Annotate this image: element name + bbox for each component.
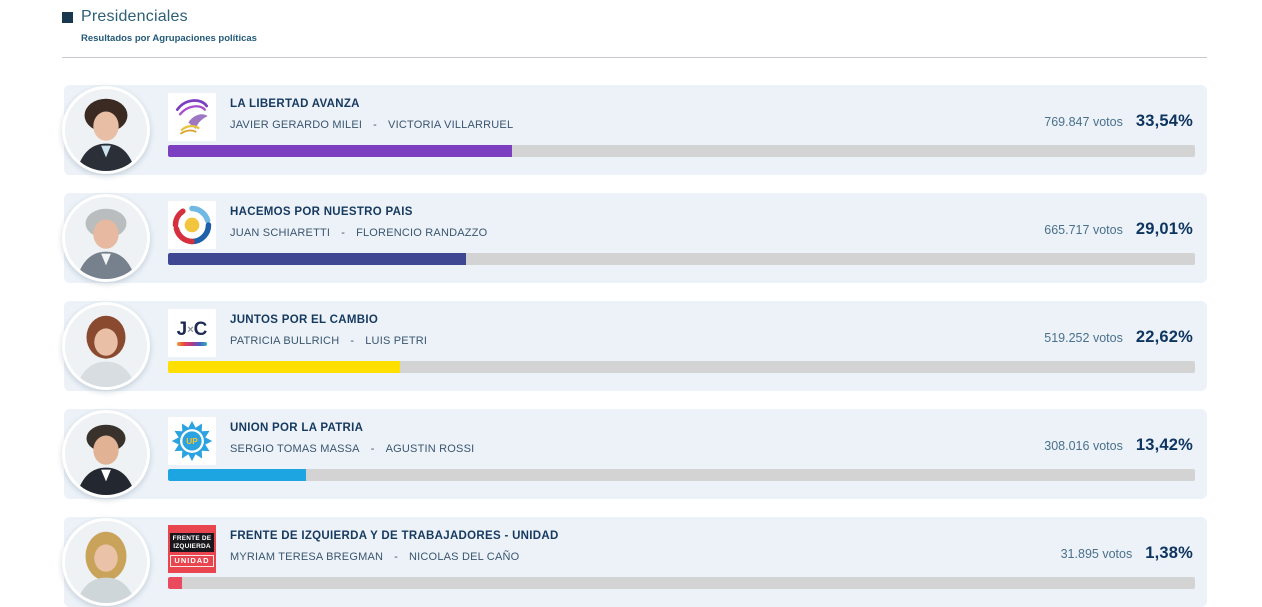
result-bar-fill [168, 361, 401, 373]
candidate-vice: NICOLAS DEL CAÑO [409, 551, 520, 563]
up-logo-text: UP [186, 437, 198, 446]
candidate-vice: VICTORIA VILLARRUEL [388, 119, 514, 131]
result-bar-fill [168, 253, 466, 265]
votes-count: 31.895 votos [1060, 547, 1133, 561]
lla-eagle-logo [168, 93, 216, 141]
candidate-photo-bullrich [62, 302, 150, 390]
party-name: FRENTE DE IZQUIERDA Y DE TRABAJADORES - … [230, 530, 559, 542]
result-row-union-por-la-patria[interactable]: UP UNION POR LA PATRIA SERGIO TOMAS MASS… [62, 409, 1207, 499]
candidate-vice: LUIS PETRI [365, 335, 428, 347]
fit-logo-unidad: UNIDAD [170, 554, 214, 567]
fit-unidad-logo: FRENTE DE IZQUIERDA UNIDAD [168, 525, 216, 573]
votes-block: 665.717 votos 29,01% [1044, 220, 1193, 239]
header-divider [62, 57, 1207, 58]
page-header: Presidenciales Resultados por Agrupacion… [62, 8, 257, 44]
votes-block: 769.847 votos 33,54% [1044, 112, 1193, 131]
candidate-names-block: JUNTOS POR EL CAMBIO PATRICIA BULLRICH - L… [230, 314, 427, 347]
candidate-photo-massa [62, 410, 150, 498]
candidates-line: MYRIAM TERESA BREGMAN - NICOLAS DEL CAÑO [230, 551, 559, 563]
section-marker-icon [62, 11, 73, 23]
party-name: HACEMOS POR NUESTRO PAIS [230, 206, 413, 218]
candidate-photo-milei [62, 86, 150, 174]
candidates-line: PATRICIA BULLRICH - LUIS PETRI [230, 335, 427, 347]
result-bar-fill [168, 145, 513, 157]
result-row-la-libertad-avanza[interactable]: LA LIBERTAD AVANZA JAVIER GERARDO MILEI -… [62, 85, 1207, 175]
candidate-names-block: LA LIBERTAD AVANZA JAVIER GERARDO MILEI -… [230, 98, 513, 131]
fit-logo-textbox: FRENTE DE IZQUIERDA [169, 533, 215, 552]
result-bar-track [168, 253, 1195, 265]
candidate-president: PATRICIA BULLRICH [230, 335, 340, 347]
votes-percent: 1,38% [1145, 544, 1193, 562]
results-list: LA LIBERTAD AVANZA JAVIER GERARDO MILEI -… [62, 85, 1207, 607]
candidate-separator: - [373, 119, 378, 131]
up-star-logo: UP [168, 417, 216, 465]
result-bar-track [168, 361, 1195, 373]
candidate-separator: - [394, 551, 399, 563]
votes-block: 308.016 votos 13,42% [1044, 436, 1193, 455]
candidate-president: JUAN SCHIARETTI [230, 227, 331, 239]
votes-count: 665.717 votos [1044, 223, 1123, 237]
result-bar-track [168, 145, 1195, 157]
votes-block: 519.252 votos 22,62% [1044, 328, 1193, 347]
candidate-photo-schiaretti [62, 194, 150, 282]
result-bar-track [168, 469, 1195, 481]
result-row-juntos-por-el-cambio[interactable]: J×C JUNTOS POR EL CAMBIO PATRICIA BULLRI… [62, 301, 1207, 391]
candidate-vice: FLORENCIO RANDAZZO [356, 227, 488, 239]
votes-count: 769.847 votos [1044, 115, 1123, 129]
votes-count: 519.252 votos [1044, 331, 1123, 345]
candidate-names-block: FRENTE DE IZQUIERDA Y DE TRABAJADORES - … [230, 530, 559, 563]
candidate-names-block: HACEMOS POR NUESTRO PAIS JUAN SCHIARETTI… [230, 206, 487, 239]
candidates-line: JUAN SCHIARETTI - FLORENCIO RANDAZZO [230, 227, 487, 239]
candidate-vice: AGUSTIN ROSSI [385, 443, 475, 455]
hacemos-swirl-logo [168, 201, 216, 249]
jxc-logo: J×C [168, 309, 216, 357]
result-bar-fill [168, 469, 306, 481]
candidate-president: JAVIER GERARDO MILEI [230, 119, 363, 131]
result-bar-track [168, 577, 1195, 589]
candidate-president: MYRIAM TERESA BREGMAN [230, 551, 384, 563]
party-name: LA LIBERTAD AVANZA [230, 98, 360, 110]
candidates-line: SERGIO TOMAS MASSA - AGUSTIN ROSSI [230, 443, 474, 455]
candidates-line: JAVIER GERARDO MILEI - VICTORIA VILLARRUEL [230, 119, 513, 131]
jxc-rainbow-underline [177, 342, 207, 346]
page-subtitle: Resultados por Agrupaciones políticas [81, 33, 257, 44]
candidate-photo-bregman [62, 518, 150, 606]
votes-percent: 22,62% [1135, 328, 1193, 346]
votes-percent: 13,42% [1135, 436, 1193, 454]
result-row-hacemos-por-nuestro-pais[interactable]: HACEMOS POR NUESTRO PAIS JUAN SCHIARETTI… [62, 193, 1207, 283]
votes-percent: 33,54% [1135, 112, 1193, 130]
jxc-logo-text: J×C [176, 319, 208, 340]
candidate-president: SERGIO TOMAS MASSA [230, 443, 360, 455]
votes-block: 31.895 votos 1,38% [1061, 544, 1193, 563]
candidate-separator: - [370, 443, 375, 455]
candidate-separator: - [350, 335, 355, 347]
party-name: UNION POR LA PATRIA [230, 422, 364, 434]
party-name: JUNTOS POR EL CAMBIO [230, 314, 379, 326]
votes-count: 308.016 votos [1044, 439, 1123, 453]
result-bar-fill [168, 577, 183, 589]
votes-percent: 29,01% [1135, 220, 1193, 238]
candidate-separator: - [341, 227, 346, 239]
candidate-names-block: UNION POR LA PATRIA SERGIO TOMAS MASSA - A… [230, 422, 474, 455]
page-title: Presidenciales [81, 8, 188, 25]
result-row-frente-de-izquierda[interactable]: FRENTE DE IZQUIERDA UNIDAD FRENTE DE IZQ… [62, 517, 1207, 607]
